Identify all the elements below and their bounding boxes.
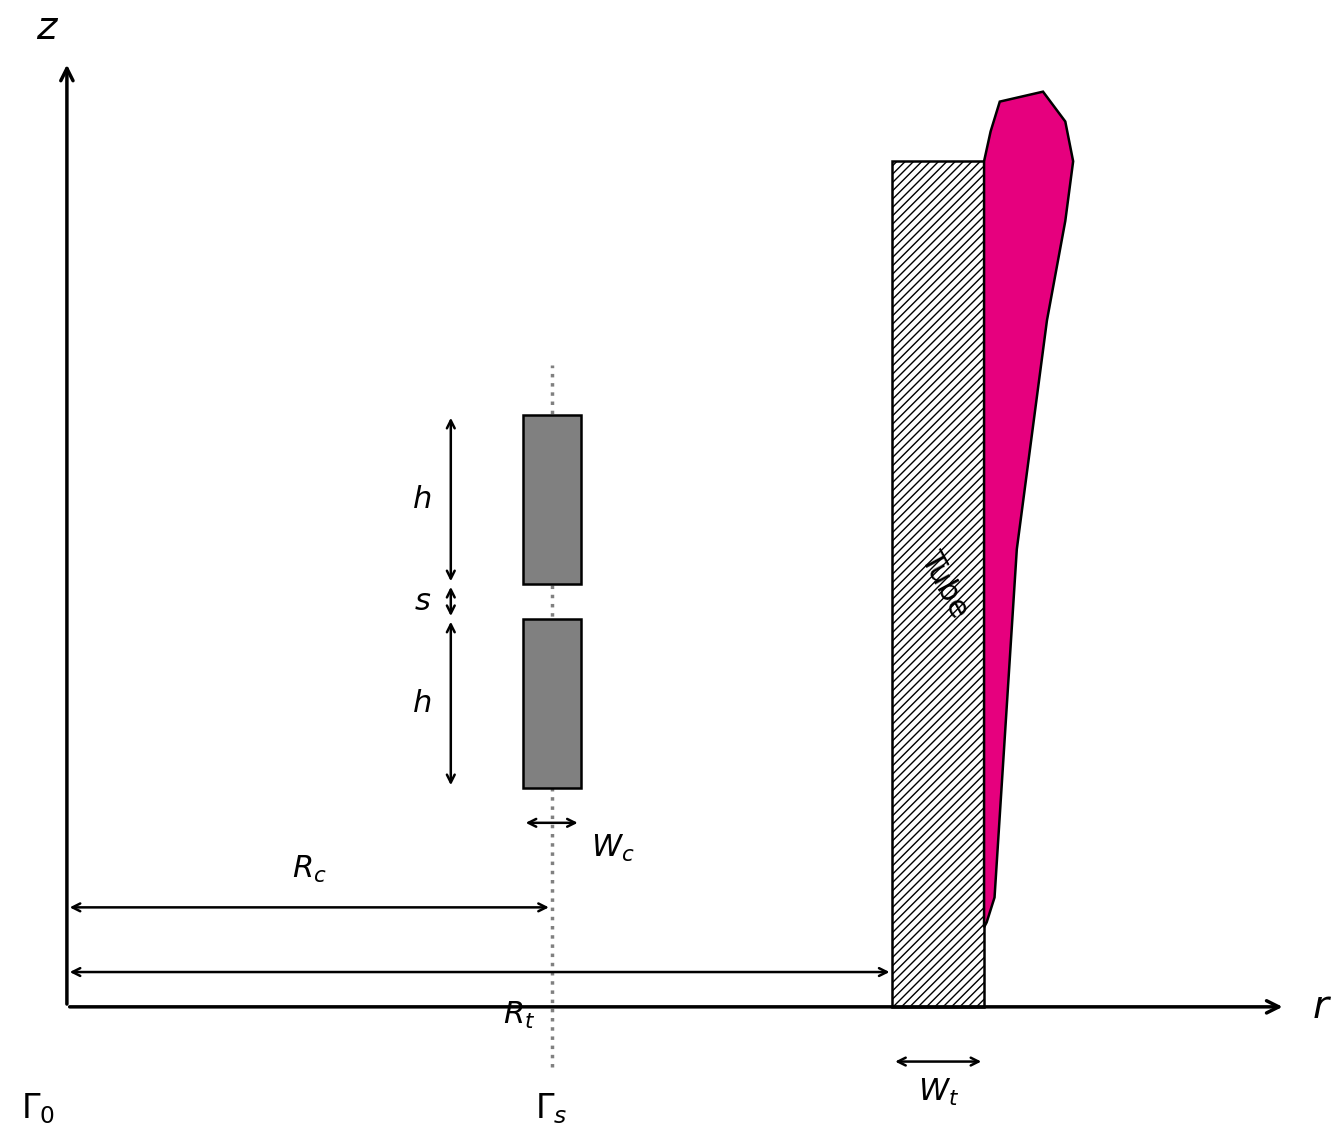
Text: $W_t$: $W_t$	[917, 1076, 958, 1108]
Text: $r$: $r$	[1312, 987, 1332, 1026]
Bar	[523, 415, 580, 585]
Text: $R_t$: $R_t$	[503, 1000, 535, 1031]
Bar	[523, 619, 580, 788]
Text: $W_c$: $W_c$	[591, 833, 635, 864]
Text: $\Gamma_s$: $\Gamma_s$	[536, 1092, 568, 1126]
Text: $z$: $z$	[36, 9, 59, 47]
Text: $h$: $h$	[412, 485, 431, 514]
Text: $h$: $h$	[412, 689, 431, 718]
Bar	[892, 161, 984, 1007]
Polygon shape	[984, 92, 1073, 927]
Text: $\Gamma_0$: $\Gamma_0$	[21, 1092, 55, 1126]
Text: $s$: $s$	[413, 587, 431, 616]
Text: Tube: Tube	[916, 546, 974, 622]
Text: $R_c$: $R_c$	[292, 855, 327, 885]
